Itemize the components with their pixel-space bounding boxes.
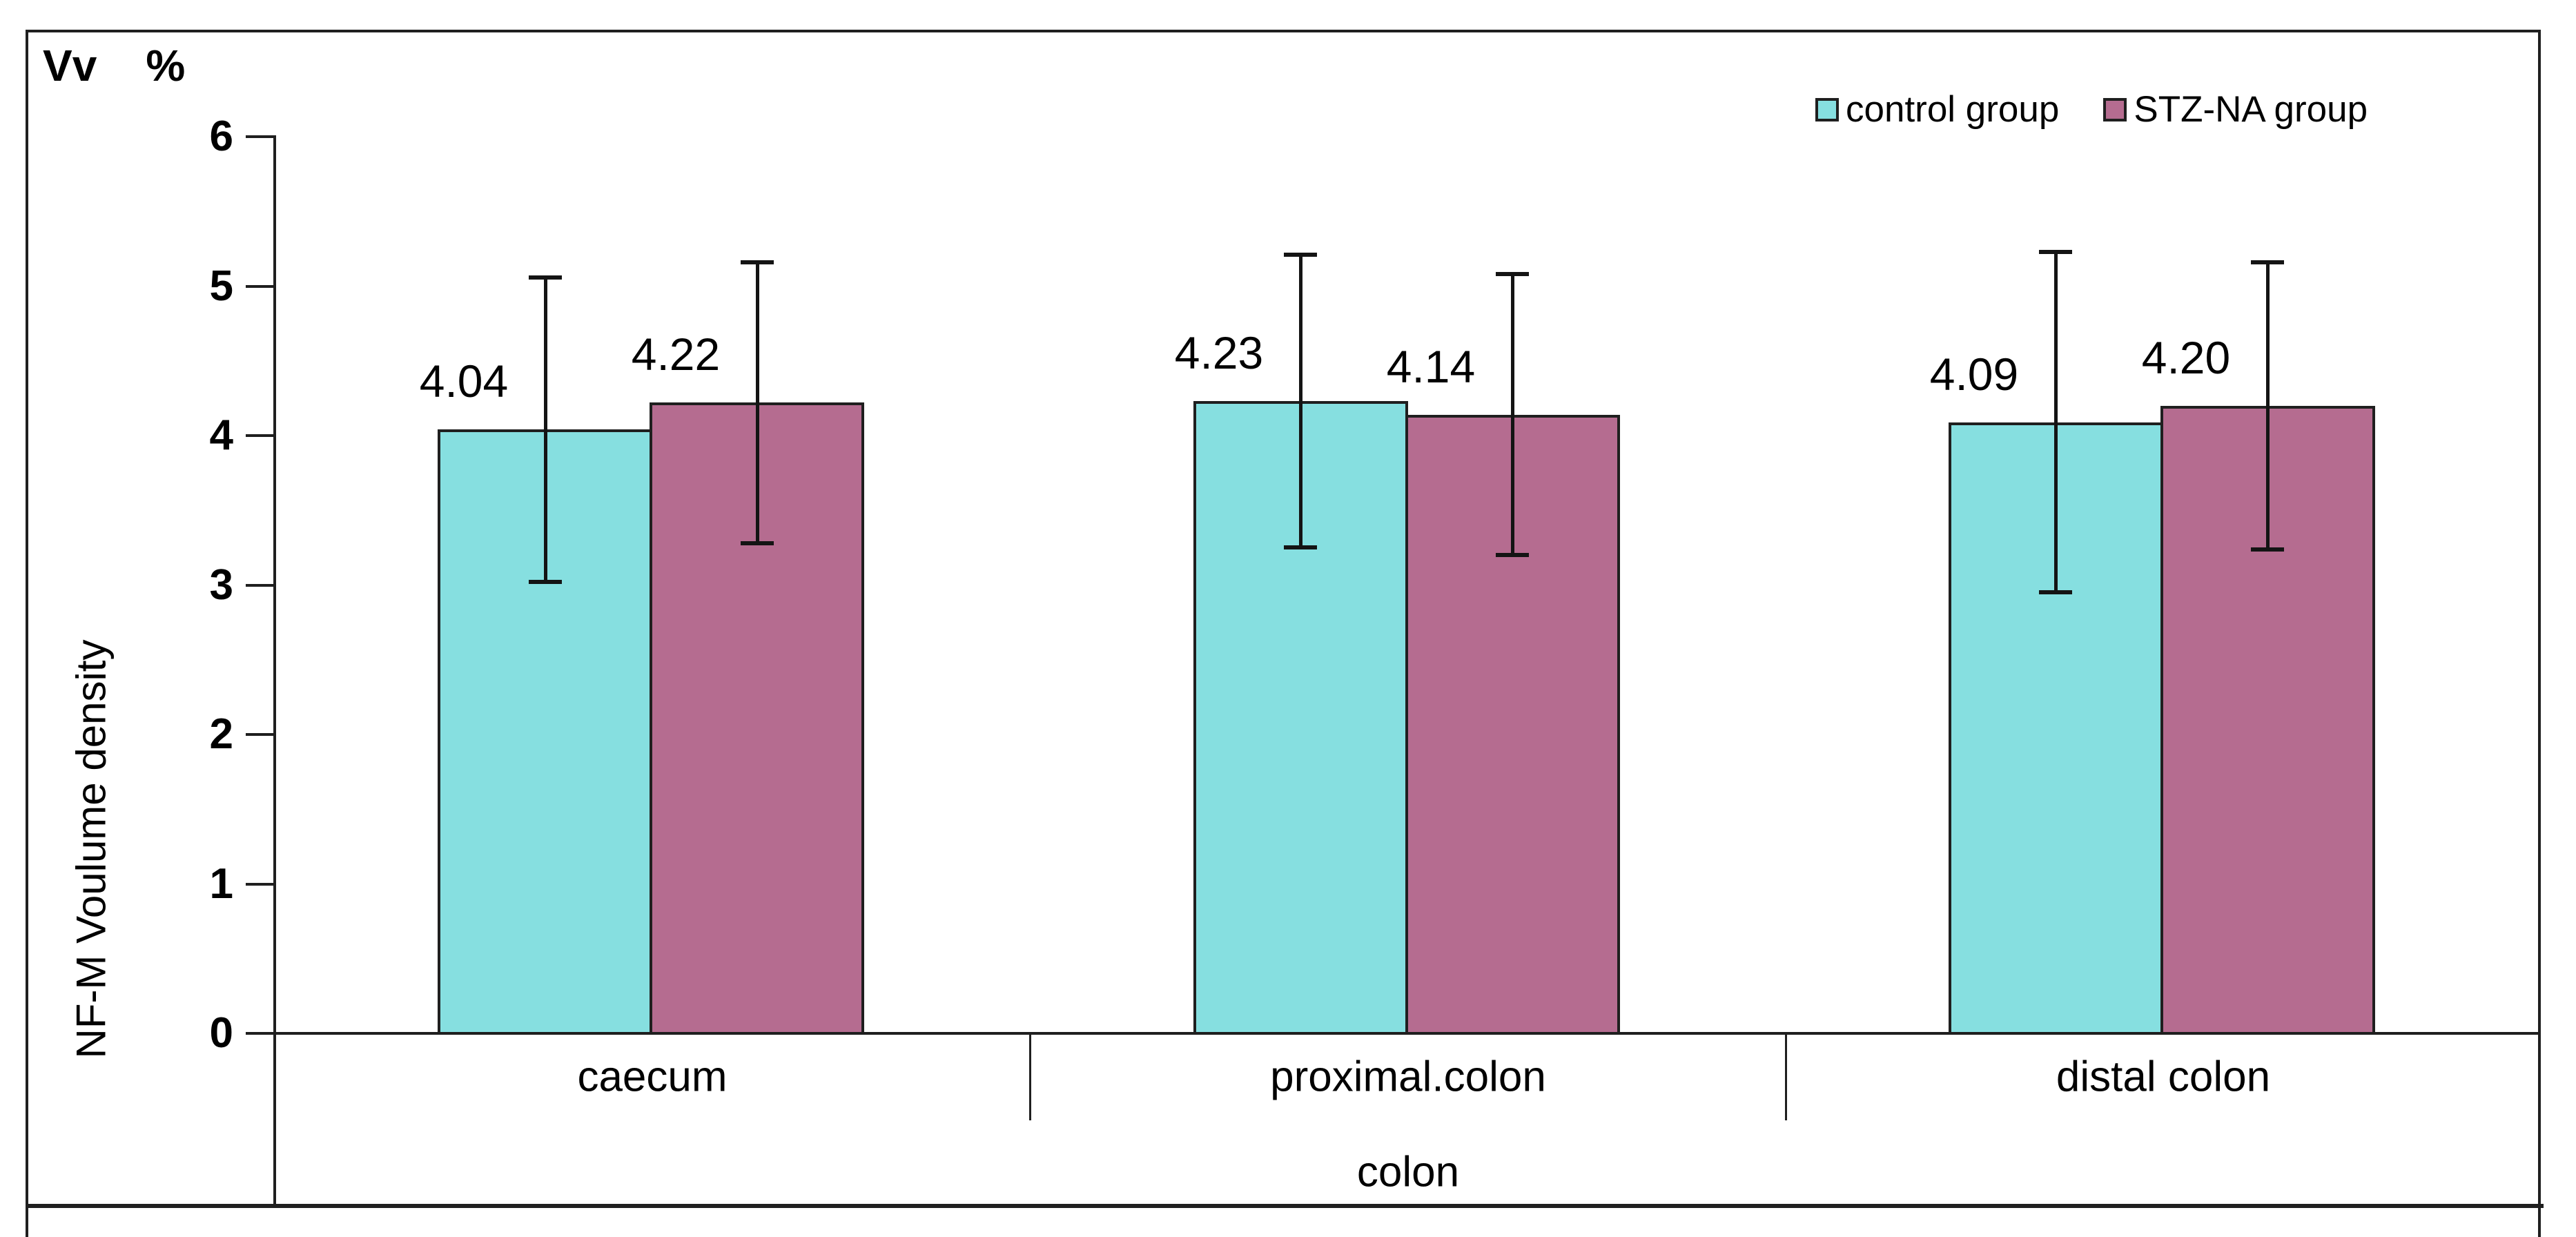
bar-value-label: 4.23 [1174,327,1264,378]
y-tick-label: 6 [209,113,233,160]
y-tick-label: 5 [209,262,233,310]
error-bar-cap [2039,590,2072,594]
error-bar-cap [1284,545,1317,549]
error-bar-cap [2251,260,2284,264]
error-bar [2266,262,2270,549]
legend-label-stz-na: STZ-NA group [2134,89,2368,130]
bar-value-label: 4.04 [419,355,509,407]
y-tick-mark [246,584,275,587]
y-tick-mark [246,733,275,736]
y-tick-mark [246,1032,275,1035]
y-tick-mark [246,434,275,437]
y-tick-label: 1 [209,860,233,908]
y-tick-mark [246,135,275,138]
legend: control group STZ-NA group [1815,88,2368,130]
x-category-label: proximal.colon [1270,1053,1546,1101]
y-axis-title: NF-M Voulume density [68,639,115,1059]
error-bar-cap [2039,250,2072,254]
y-tick-label: 2 [209,710,233,758]
error-bar-cap [1496,553,1529,557]
error-bar-cap [2251,547,2284,552]
y-tick-label: 4 [209,411,233,459]
error-bar [756,262,759,543]
bar-value-label: 4.22 [631,329,721,380]
error-bar [544,277,547,583]
x-category-label: caecum [577,1053,728,1101]
legend-swatch-stz-na-icon [2103,97,2127,121]
y-axis-line [273,135,276,1207]
error-bar-cap [741,541,774,545]
error-bar [2054,252,2058,593]
x-category-label: distal colon [2056,1053,2271,1101]
legend-item-control: control group [1815,88,2059,130]
bar-value-label: 4.14 [1386,341,1476,392]
y-tick-label: 3 [209,561,233,609]
category-separator [1785,1035,1787,1120]
y-tick-label: 0 [209,1009,233,1057]
category-separator [1029,1035,1031,1120]
y-tick-mark [246,883,275,886]
error-bar-cap [529,580,562,584]
error-bar-cap [741,260,774,264]
bar-value-label: 4.20 [2141,332,2231,383]
bar-value-label: 4.09 [1929,349,2019,400]
figure-border [26,30,2541,1237]
y-tick-mark [246,285,275,288]
error-bar [1299,255,1302,547]
error-bar [1511,274,1514,555]
error-bar-cap [529,275,562,280]
x-axis-title: colon [1356,1148,1460,1196]
error-bar-cap [1496,272,1529,276]
legend-item-stz-na: STZ-NA group [2103,88,2368,130]
legend-label-control: control group [1846,89,2060,130]
chart-title: Vv % [43,41,186,90]
legend-swatch-control-icon [1815,97,1839,121]
bottom-border-rule [26,1204,2544,1208]
error-bar-cap [1284,253,1317,257]
